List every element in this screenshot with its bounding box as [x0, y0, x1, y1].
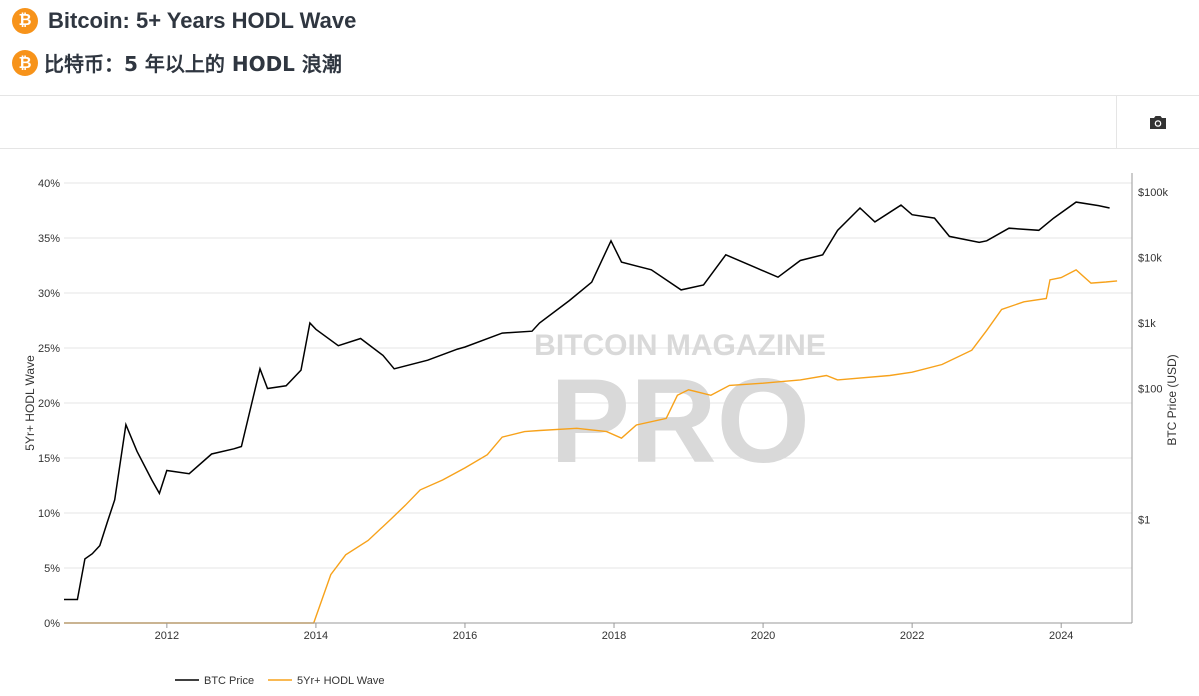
legend-label: 5Yr+ HODL Wave	[297, 675, 385, 687]
x-tick-label: 2022	[900, 630, 924, 642]
y-left-tick-label: 15%	[38, 453, 60, 465]
title-en: ₿ Bitcoin: 5+ Years HODL Wave	[12, 8, 356, 34]
title-en-text: Bitcoin: 5+ Years HODL Wave	[48, 8, 357, 33]
x-tick-label: 2012	[155, 630, 179, 642]
camera-icon	[1150, 116, 1166, 129]
series-line-hodl-wave	[64, 269, 1118, 624]
y-right-tick-label: $100	[1138, 384, 1162, 396]
title-zh: ₿ 比特币：5 年以上的 HODL 浪潮	[12, 48, 342, 77]
y-left-tick-label: 10%	[38, 508, 60, 520]
y-left-tick-label: 0%	[44, 618, 60, 630]
legend-item-hodl-wave[interactable]: 5Yr+ HODL Wave	[268, 675, 385, 687]
y-left-tick-label: 5%	[44, 563, 60, 575]
legend: BTC Price 5Yr+ HODL Wave	[175, 675, 385, 687]
y-right-tick-label: $100k	[1138, 187, 1168, 199]
legend-label: BTC Price	[204, 675, 254, 687]
y-left-tick-label: 20%	[38, 398, 60, 410]
watermark: BITCOIN MAGAZINE PRO	[534, 329, 826, 488]
x-tick-label: 2014	[304, 630, 328, 642]
y-right-tick-label: $1k	[1138, 318, 1156, 330]
x-tick-label: 2018	[602, 630, 626, 642]
y-right-tick-label: $10k	[1138, 253, 1162, 265]
y-right-tick-label: $1	[1138, 515, 1150, 527]
chart-toolbar	[0, 95, 1199, 149]
watermark-line1: BITCOIN MAGAZINE	[534, 329, 826, 362]
y-left-tick-label: 25%	[38, 343, 60, 355]
x-tick-label: 2016	[453, 630, 477, 642]
y-left-tick-label: 40%	[38, 178, 60, 190]
series-line-btc-price	[64, 201, 1110, 601]
y-left-label: 5Yr+ HODL Wave	[23, 355, 37, 451]
y-left-tick-label: 30%	[38, 288, 60, 300]
x-tick-label: 2024	[1049, 630, 1073, 642]
bitcoin-icon: ₿	[12, 8, 38, 34]
bitcoin-icon: ₿	[12, 49, 38, 76]
title-zh-text: 比特币：5 年以上的 HODL 浪潮	[44, 52, 342, 76]
y-right-label: BTC Price (USD)	[1165, 354, 1179, 445]
y-left-tick-label: 35%	[38, 233, 60, 245]
legend-item-btc-price[interactable]: BTC Price	[175, 675, 254, 687]
x-tick-label: 2020	[751, 630, 775, 642]
watermark-line2: PRO	[550, 354, 810, 488]
camera-button[interactable]	[1116, 96, 1199, 149]
